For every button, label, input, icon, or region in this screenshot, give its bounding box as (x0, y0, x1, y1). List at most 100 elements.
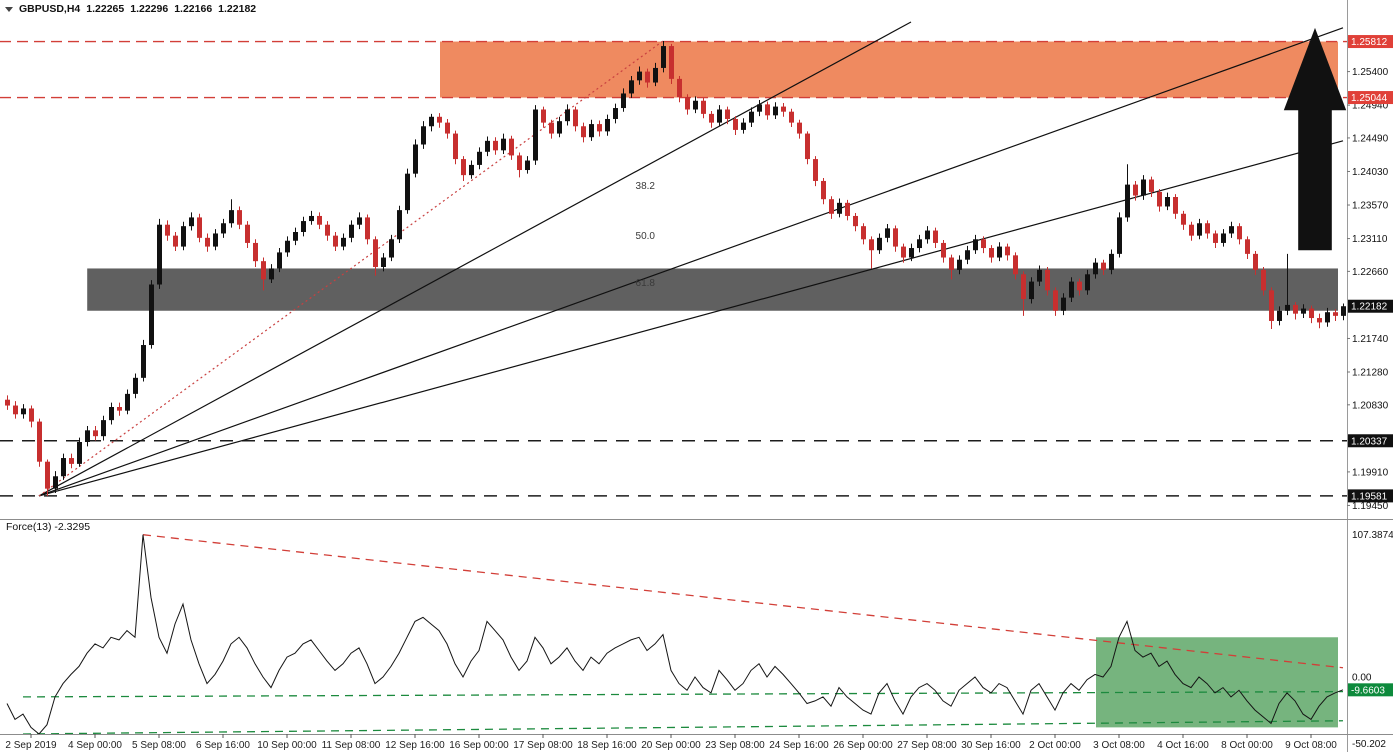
candle (421, 126, 426, 145)
force-green-lower[interactable] (22, 720, 1344, 734)
price-axis-label: 1.24940 (1352, 101, 1389, 112)
candle (1317, 318, 1322, 323)
candle (661, 46, 666, 68)
candle (773, 106, 778, 116)
candle (1253, 253, 1258, 270)
high-value: 1.22296 (130, 3, 169, 15)
candle (1189, 224, 1194, 236)
candle (485, 140, 490, 152)
candle (1285, 304, 1290, 311)
candle (213, 233, 218, 247)
candle (397, 210, 402, 240)
price-level-badge (1348, 489, 1393, 503)
candle (165, 224, 170, 236)
candle (1053, 290, 1058, 311)
fib-level-label: 50.0 (636, 231, 656, 242)
fib-level-label: 38.2 (636, 181, 656, 192)
candle (933, 230, 938, 243)
candle (381, 257, 386, 267)
candle (357, 217, 362, 225)
candle (61, 458, 66, 477)
candle (437, 116, 442, 123)
candle (429, 116, 434, 127)
candle (613, 108, 618, 119)
candle (301, 221, 306, 232)
candle (413, 144, 418, 174)
candle (869, 239, 874, 251)
candle (1101, 262, 1106, 270)
candle (341, 237, 346, 247)
candle (229, 210, 234, 224)
candle (861, 226, 866, 240)
time-axis-label: 18 Sep 16:00 (577, 740, 637, 751)
candle (1197, 223, 1202, 236)
indicator-value-badge-text: -9.6603 (1351, 685, 1385, 696)
time-axis-label: 20 Sep 00:00 (641, 740, 701, 751)
candle (317, 215, 322, 225)
candle (141, 345, 146, 378)
force-upper-trendline[interactable] (142, 534, 1344, 669)
price-level-badge-text: 1.25044 (1351, 93, 1388, 104)
candle (781, 106, 786, 112)
candle (45, 461, 50, 489)
candle (1261, 269, 1266, 291)
fib-level-label: 61.8 (636, 278, 656, 289)
candle (813, 159, 818, 181)
force-green-upper[interactable] (22, 690, 1344, 698)
candle (309, 215, 314, 222)
open-value: 1.22265 (86, 3, 125, 15)
candle (1093, 262, 1098, 275)
candle (717, 109, 722, 123)
candle (621, 93, 626, 109)
support-zone[interactable] (87, 268, 1339, 311)
candle (1341, 306, 1346, 316)
force-zone[interactable] (1096, 637, 1338, 728)
time-axis-label: 30 Sep 16:00 (961, 740, 1021, 751)
candle (1165, 197, 1170, 207)
resistance-zone[interactable] (440, 41, 1338, 98)
candle (1293, 304, 1298, 314)
candle (653, 67, 658, 83)
candle (1301, 308, 1306, 314)
up-arrow-annotation[interactable] (1283, 27, 1347, 251)
candle (1005, 246, 1010, 256)
candle (645, 71, 650, 83)
price-level-badge-text: 1.25812 (1351, 37, 1388, 48)
trendline-2[interactable] (38, 27, 1344, 497)
indicator-value-badge (1348, 683, 1393, 697)
price-axis-label: 1.24490 (1352, 133, 1389, 144)
price-axis-label: 1.20830 (1352, 400, 1389, 411)
candle (373, 239, 378, 267)
candle (837, 202, 842, 214)
candle (1125, 184, 1130, 218)
candle (261, 261, 266, 280)
candle (253, 242, 258, 262)
candle (1269, 290, 1274, 321)
indicator-axis-label: 107.3874 (1352, 530, 1393, 541)
candle (389, 239, 394, 258)
candle (125, 393, 130, 411)
candle (1029, 281, 1034, 300)
candle (1077, 281, 1082, 291)
symbol-dropdown-icon[interactable] (5, 6, 13, 12)
candle (181, 226, 186, 247)
candle (597, 124, 602, 132)
candle (93, 430, 98, 437)
time-axis-label: 16 Sep 00:00 (449, 740, 509, 751)
fib-trendline[interactable] (38, 40, 664, 497)
time-axis-label: 27 Sep 08:00 (897, 740, 957, 751)
candle (1229, 226, 1234, 234)
candle (237, 210, 242, 225)
candle (5, 399, 10, 406)
candle (885, 228, 890, 238)
time-axis-label: 26 Sep 00:00 (833, 740, 893, 751)
candle (989, 248, 994, 258)
price-axis-label: 1.23570 (1352, 201, 1389, 212)
candle (245, 224, 250, 243)
time-axis-label: 4 Sep 00:00 (68, 740, 122, 751)
trendline-1[interactable] (38, 21, 912, 497)
time-axis-label: 23 Sep 08:00 (705, 740, 765, 751)
candle (909, 248, 914, 258)
candle (1245, 239, 1250, 254)
